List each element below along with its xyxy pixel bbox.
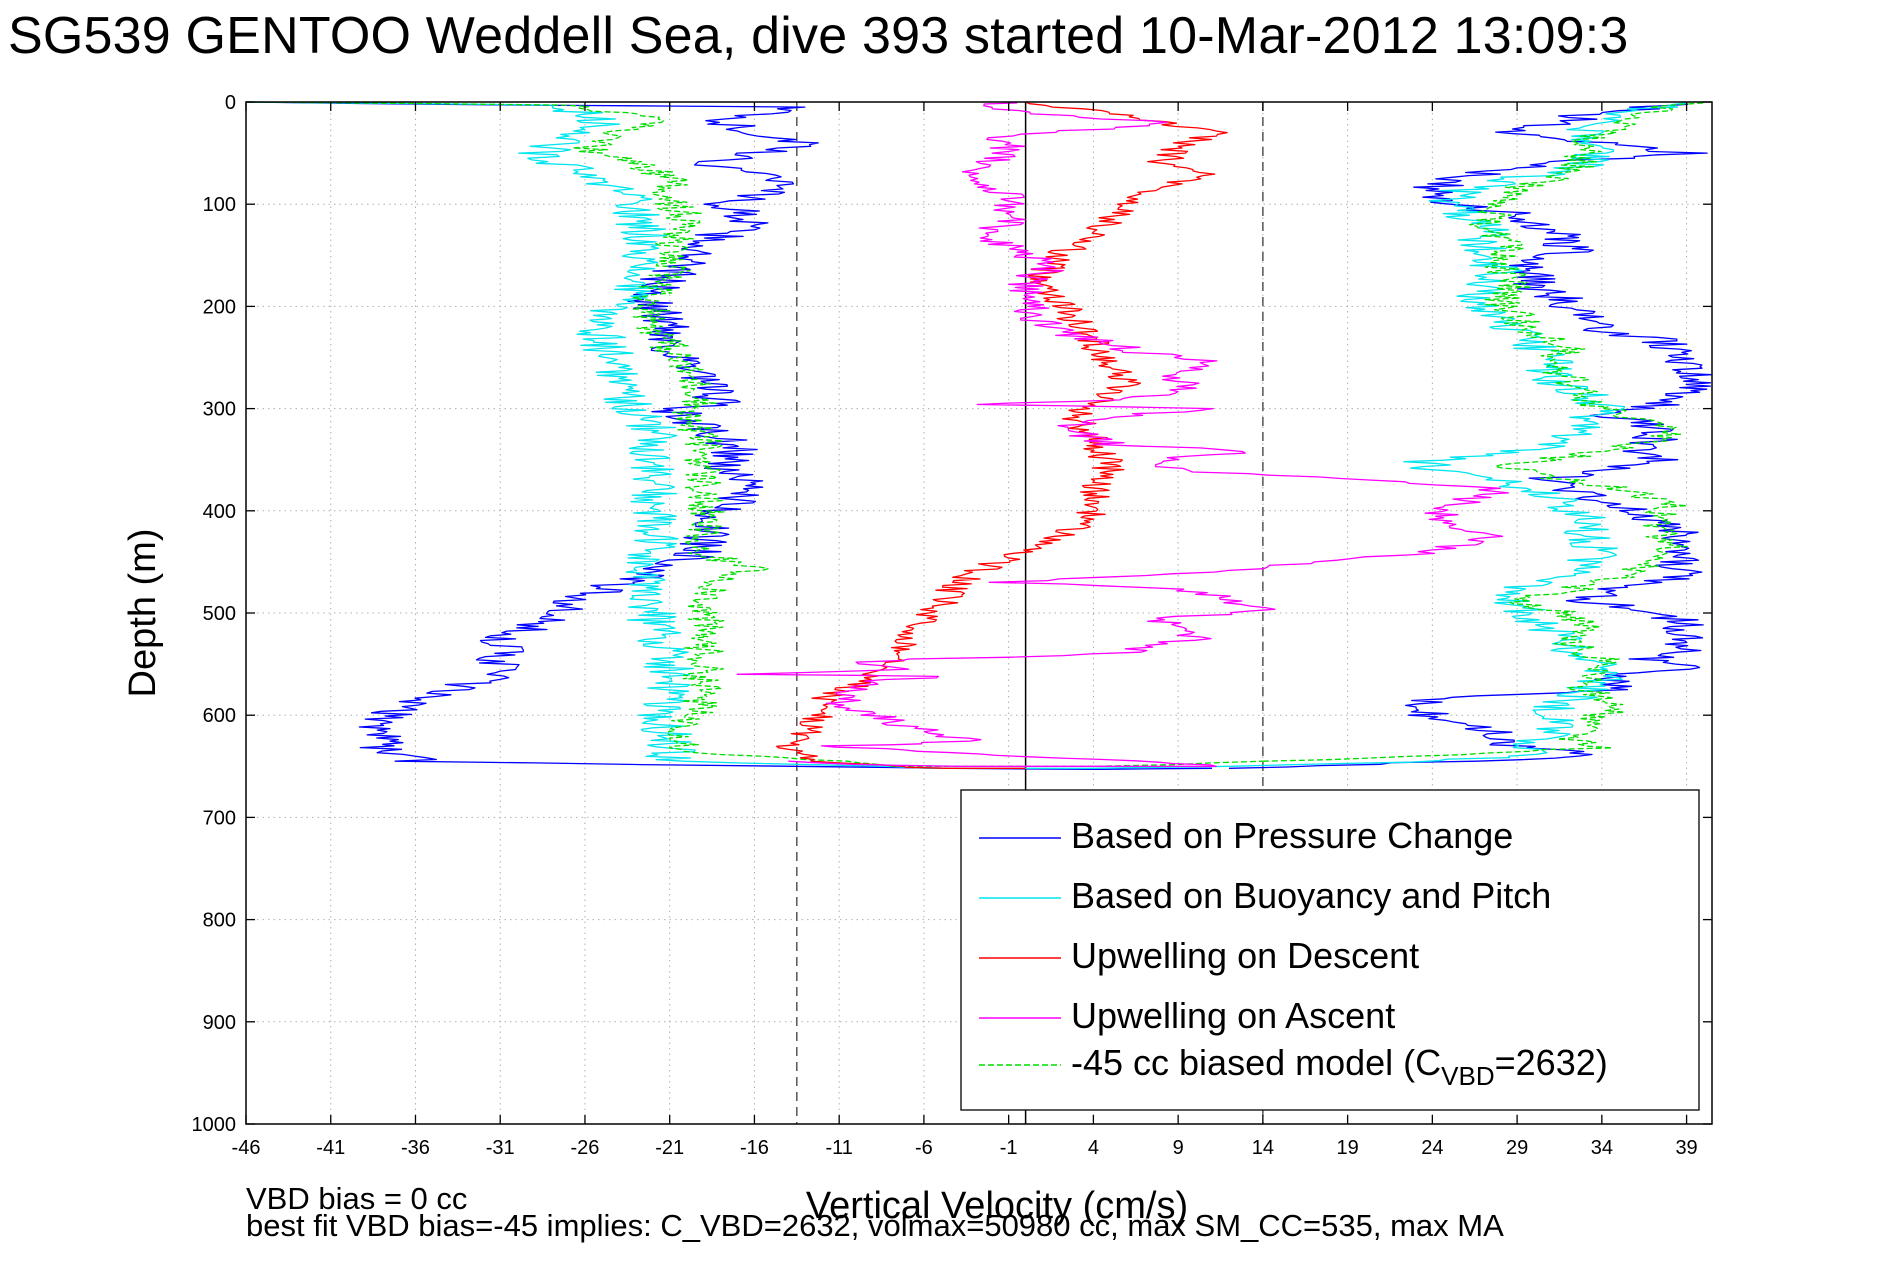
y-tick-label: 800 (203, 910, 236, 932)
chart-title: SG539 GENTOO Weddell Sea, dive 393 start… (8, 7, 1629, 65)
x-tick-label: -46 (232, 1137, 261, 1159)
y-tick-label: 0 (225, 92, 236, 114)
x-tick-label: 19 (1336, 1137, 1358, 1159)
x-tick-label: 9 (1173, 1137, 1184, 1159)
series-line (1262, 102, 1704, 762)
x-tick-label: -1 (1000, 1137, 1018, 1159)
y-tick-label: 700 (203, 807, 236, 829)
x-tick-label: -31 (486, 1137, 515, 1159)
x-tick-label: -11 (825, 1137, 852, 1159)
y-tick-label: 400 (203, 501, 236, 523)
series-line (245, 101, 1213, 771)
x-tick-label: -6 (915, 1137, 933, 1159)
x-axis-label: Vertical Velocity (cm/s) (806, 1185, 1188, 1227)
y-tick-label: 1000 (192, 1114, 237, 1136)
footer-note-vbd-bias: VBD bias = 0 cc (246, 1181, 468, 1216)
legend-label: Based on Buoyancy and Pitch (1071, 875, 1551, 916)
x-tick-label: 24 (1421, 1137, 1443, 1159)
series-line (245, 101, 1230, 769)
x-tick-label: 34 (1591, 1137, 1613, 1159)
x-tick-label: -41 (316, 1137, 345, 1159)
legend-label: Upwelling on Ascent (1071, 995, 1395, 1036)
x-tick-label: -16 (740, 1137, 769, 1159)
series-line (776, 101, 1228, 769)
series-line (1228, 102, 1687, 767)
x-tick-label: 29 (1506, 1137, 1528, 1159)
axis-ticks: -46 -41 -36 -31 -26 -21 -16 -11 -6 -1 4 9 14 19 24 29 34… (192, 92, 1712, 1159)
series-line (1228, 102, 1712, 769)
legend-label: -45 cc biased model (CVBD=2632) (1071, 1042, 1608, 1091)
y-tick-label: 300 (203, 399, 236, 421)
legend-label: Upwelling on Descent (1071, 935, 1419, 976)
x-tick-label: 4 (1088, 1137, 1099, 1159)
y-tick-label: 500 (203, 603, 236, 625)
footer-note-best-fit: best fit VBD bias=-45 implies: C_VBD=263… (246, 1208, 1504, 1243)
legend-label: Based on Pressure Change (1071, 815, 1513, 856)
series-line (245, 101, 1263, 767)
x-tick-label: -26 (571, 1137, 600, 1159)
x-tick-label: -21 (655, 1137, 684, 1159)
data-series (245, 101, 1712, 771)
y-tick-label: 600 (203, 705, 236, 727)
x-tick-label: 39 (1675, 1137, 1697, 1159)
legend: Based on Pressure Change Based on Buoyanc… (960, 789, 1700, 1111)
y-tick-label: 900 (203, 1012, 236, 1034)
y-tick-label: 100 (203, 194, 236, 216)
x-tick-label: -36 (401, 1137, 430, 1159)
series-line (736, 101, 1510, 767)
x-tick-label: 14 (1252, 1137, 1274, 1159)
y-axis-label: Depth (m) (122, 529, 164, 698)
legend-box (960, 789, 1700, 1111)
y-tick-label: 200 (203, 296, 236, 318)
